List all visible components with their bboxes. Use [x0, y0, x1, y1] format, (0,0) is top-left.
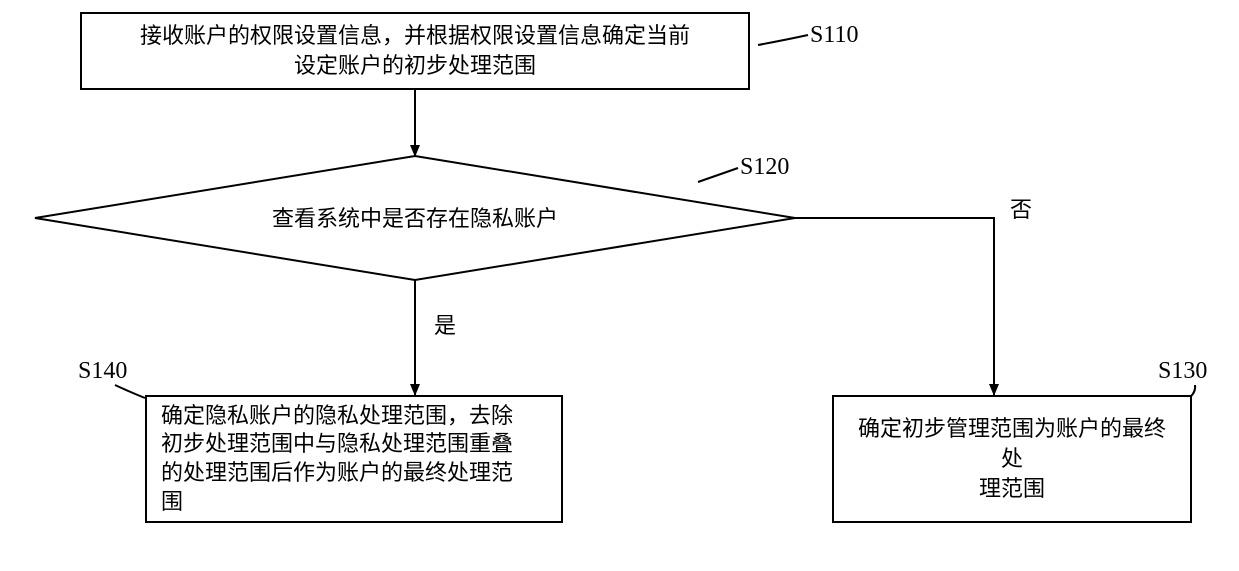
edge-label-no: 否 — [1008, 192, 1034, 224]
s110-line1: 接收账户的权限设置信息，并根据权限设置信息确定当前 — [140, 21, 690, 51]
step-label-s120: S120 — [740, 154, 789, 181]
process-s110: 接收账户的权限设置信息，并根据权限设置信息确定当前 设定账户的初步处理范围 — [80, 12, 750, 90]
s140-line1: 确定隐私账户的隐私处理范围，去除 — [161, 402, 513, 431]
callout-s110 — [758, 35, 808, 45]
step-label-s130: S130 — [1158, 358, 1207, 385]
s110-line2: 设定账户的初步处理范围 — [140, 51, 690, 81]
step-label-s110: S110 — [810, 22, 858, 49]
callout-s120 — [698, 168, 738, 182]
edge-s120-s130 — [795, 218, 994, 395]
s140-line2: 初步处理范围中与隐私处理范围重叠 — [161, 430, 513, 459]
decision-s120-shape — [35, 156, 795, 280]
s140-line4: 围 — [161, 488, 513, 517]
edge-label-yes: 是 — [432, 308, 458, 340]
step-label-s140: S140 — [78, 358, 127, 385]
process-s130: 确定初步管理范围为账户的最终处 理范围 — [832, 395, 1192, 523]
s140-line3: 的处理范围后作为账户的最终处理范 — [161, 459, 513, 488]
s130-line1: 确定初步管理范围为账户的最终处 — [848, 414, 1176, 473]
callout-s140 — [115, 385, 145, 398]
process-s140: 确定隐私账户的隐私处理范围，去除 初步处理范围中与隐私处理范围重叠 的处理范围后… — [145, 395, 563, 523]
s130-line2: 理范围 — [848, 474, 1176, 504]
decision-s120-text: 查看系统中是否存在隐私账户 — [272, 206, 558, 231]
